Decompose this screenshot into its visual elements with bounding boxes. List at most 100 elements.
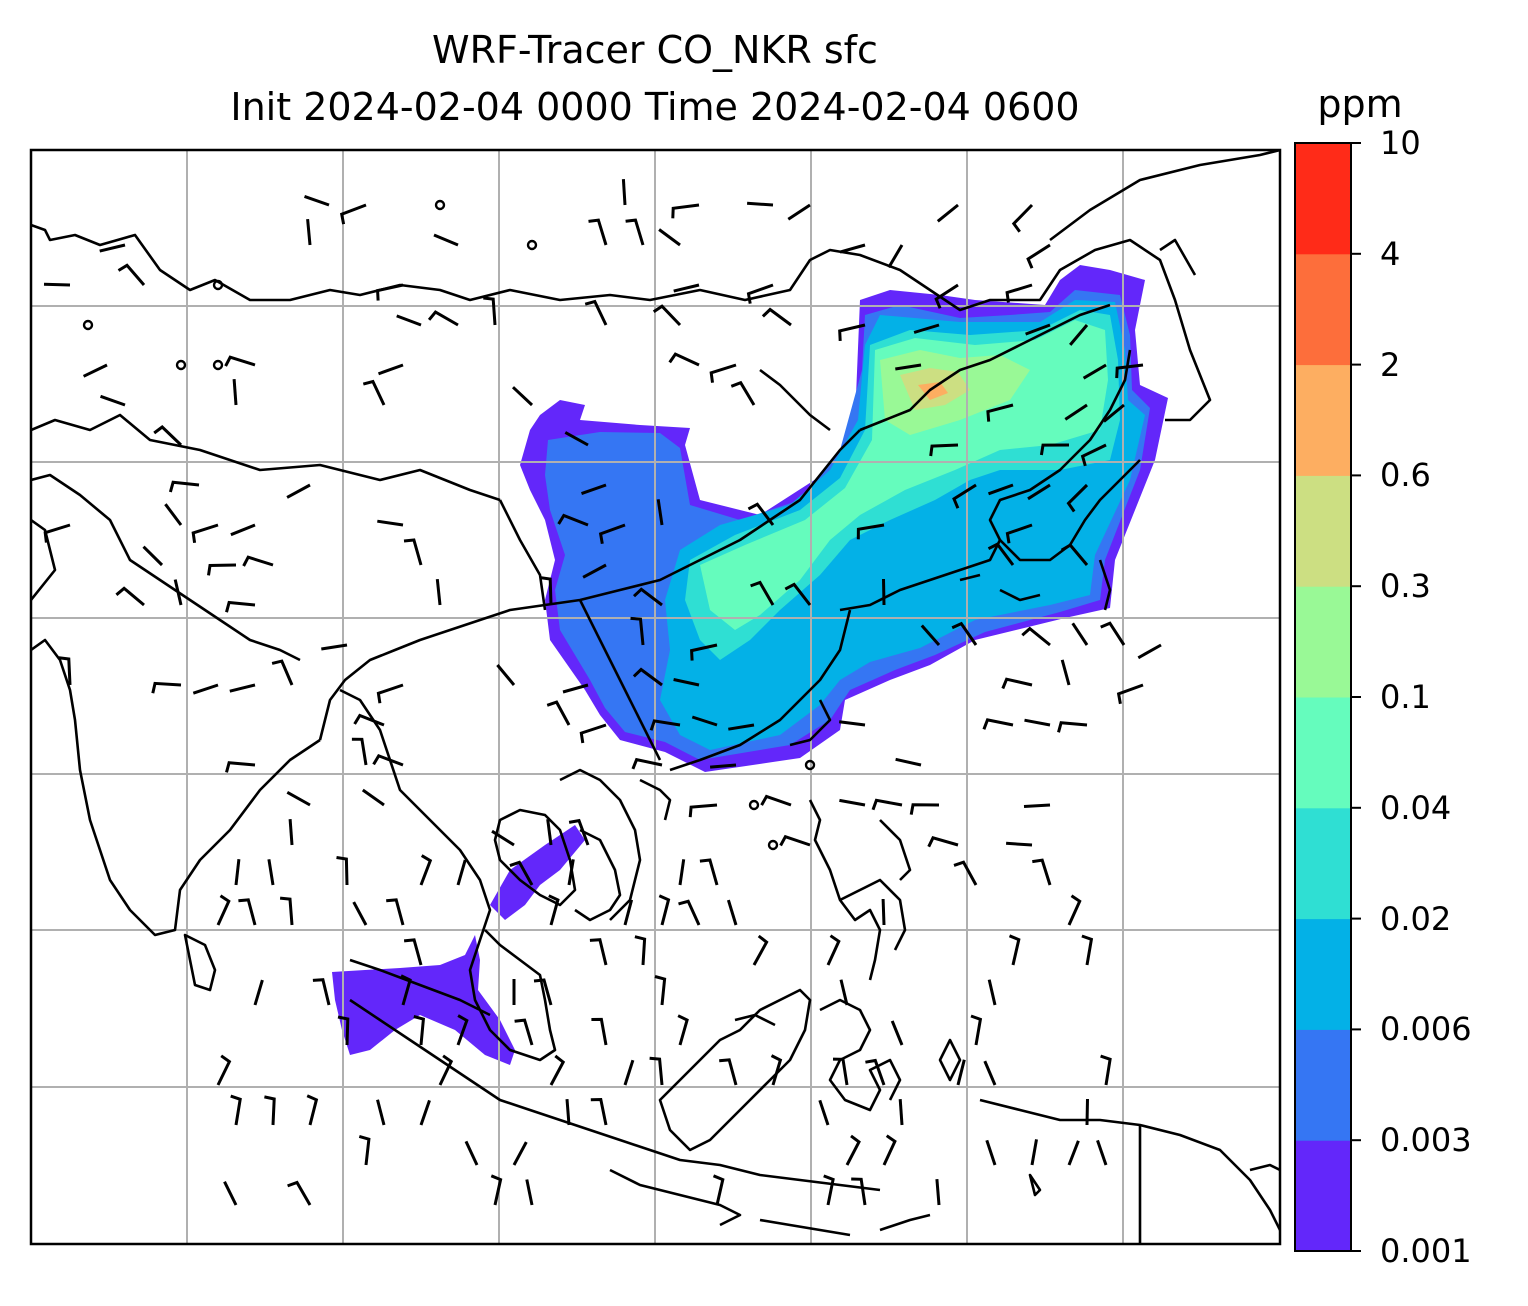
wind-barb xyxy=(929,443,959,457)
wind-barb xyxy=(1066,483,1089,513)
wind-barb xyxy=(936,203,959,223)
wind-barb xyxy=(564,431,589,447)
wind-barb xyxy=(623,899,634,926)
wind-barb xyxy=(336,856,349,886)
wind-barb xyxy=(533,978,553,1006)
wind-barb xyxy=(512,1141,528,1166)
wind-barb xyxy=(361,788,385,807)
colorbar-segment xyxy=(1295,1140,1351,1252)
wind-barb xyxy=(117,263,146,286)
wind-barb xyxy=(525,1179,534,1206)
wind-barb xyxy=(1005,283,1033,303)
wind-barb xyxy=(1116,683,1144,705)
wind-barb xyxy=(153,425,183,447)
plume-sea-b-0.001 xyxy=(332,935,515,1065)
wind-barb xyxy=(557,513,589,527)
wind-barb xyxy=(565,1098,571,1126)
map-subtitle: Init 2024-02-04 0000 Time 2024-02-04 060… xyxy=(230,85,1080,129)
wind-barb xyxy=(1069,324,1089,346)
wind-barb xyxy=(548,894,560,926)
calm-wind-marker xyxy=(526,239,538,251)
wind-barb xyxy=(632,587,663,607)
wind-barb xyxy=(673,283,700,293)
wind-barb xyxy=(216,1054,232,1086)
wind-barb xyxy=(403,938,423,966)
wind-barb xyxy=(232,378,238,406)
wind-barb xyxy=(99,394,126,407)
wind-barb xyxy=(787,203,811,221)
wind-barb xyxy=(192,683,219,695)
wind-barb xyxy=(396,314,422,327)
calm-wind-marker xyxy=(175,359,187,371)
colorbar-segment xyxy=(1295,143,1351,255)
wind-barb xyxy=(1025,323,1051,336)
wind-barb xyxy=(845,1134,861,1166)
colorbar-segment xyxy=(1295,364,1351,476)
wind-barb xyxy=(982,718,1014,730)
colorbar-tick-label: 0.1 xyxy=(1380,678,1431,716)
wind-barb xyxy=(238,898,257,926)
wind-barb xyxy=(632,667,663,687)
wind-barb xyxy=(652,304,682,327)
wind-barb xyxy=(483,296,497,326)
wind-barb xyxy=(909,803,940,815)
wind-barb xyxy=(1100,1054,1112,1086)
wind-barb xyxy=(987,979,997,1006)
wind-barb xyxy=(838,323,866,341)
wind-barb xyxy=(671,203,700,219)
calm-wind-marker xyxy=(767,839,779,851)
wind-barb xyxy=(433,233,459,247)
wind-barb xyxy=(746,283,774,304)
wind-barb xyxy=(191,523,219,544)
wind-barb xyxy=(419,1099,431,1126)
colorbar-tick-label: 0.6 xyxy=(1380,456,1431,495)
wind-barb xyxy=(1032,858,1052,886)
wind-barb xyxy=(699,858,719,886)
wind-barb xyxy=(582,563,607,579)
wind-barb xyxy=(351,737,368,766)
wind-barb xyxy=(372,753,404,767)
wind-barb xyxy=(728,723,755,731)
wind-barb xyxy=(491,829,515,847)
wind-barb xyxy=(953,860,978,886)
wind-barb xyxy=(951,621,978,646)
colorbar-segment xyxy=(1295,586,1351,698)
wind-barb xyxy=(376,683,404,704)
wind-barb xyxy=(496,664,516,686)
wind-barb xyxy=(649,1056,664,1086)
wind-barb xyxy=(456,1014,469,1046)
wind-barb xyxy=(591,1017,608,1046)
wind-barb xyxy=(286,483,311,499)
wind-barb xyxy=(621,179,627,206)
wind-barb xyxy=(589,938,608,966)
wind-barb xyxy=(856,523,885,540)
wind-barb xyxy=(464,1140,479,1166)
wind-barb xyxy=(983,1060,997,1086)
wind-barbs xyxy=(43,179,1162,1206)
wind-barb xyxy=(747,502,775,526)
colorbar-tick-label: 2 xyxy=(1380,345,1401,384)
wind-barb xyxy=(234,859,241,886)
wind-barb xyxy=(712,1174,725,1206)
wind-barb xyxy=(851,1177,867,1206)
wind-barb xyxy=(164,503,183,526)
colorbar-frame xyxy=(1294,142,1352,1252)
wind-barb xyxy=(1115,363,1144,379)
wind-barb xyxy=(823,1174,835,1206)
colorbar-segment xyxy=(1295,918,1351,1030)
wind-barb xyxy=(419,854,433,886)
wind-barb xyxy=(549,1054,566,1086)
wind-barb xyxy=(1067,1140,1080,1166)
colorbar xyxy=(1295,142,1361,1252)
wind-barb xyxy=(770,1054,783,1086)
wind-barb xyxy=(623,1059,635,1086)
wind-barb xyxy=(546,819,553,846)
wind-barb xyxy=(115,586,145,607)
wind-barb xyxy=(688,803,718,818)
wind-barb xyxy=(312,978,331,1006)
calm-wind-marker xyxy=(804,759,816,771)
colorbar-segment xyxy=(1295,475,1351,587)
wind-barb xyxy=(339,203,367,225)
wind-barb xyxy=(913,323,940,334)
